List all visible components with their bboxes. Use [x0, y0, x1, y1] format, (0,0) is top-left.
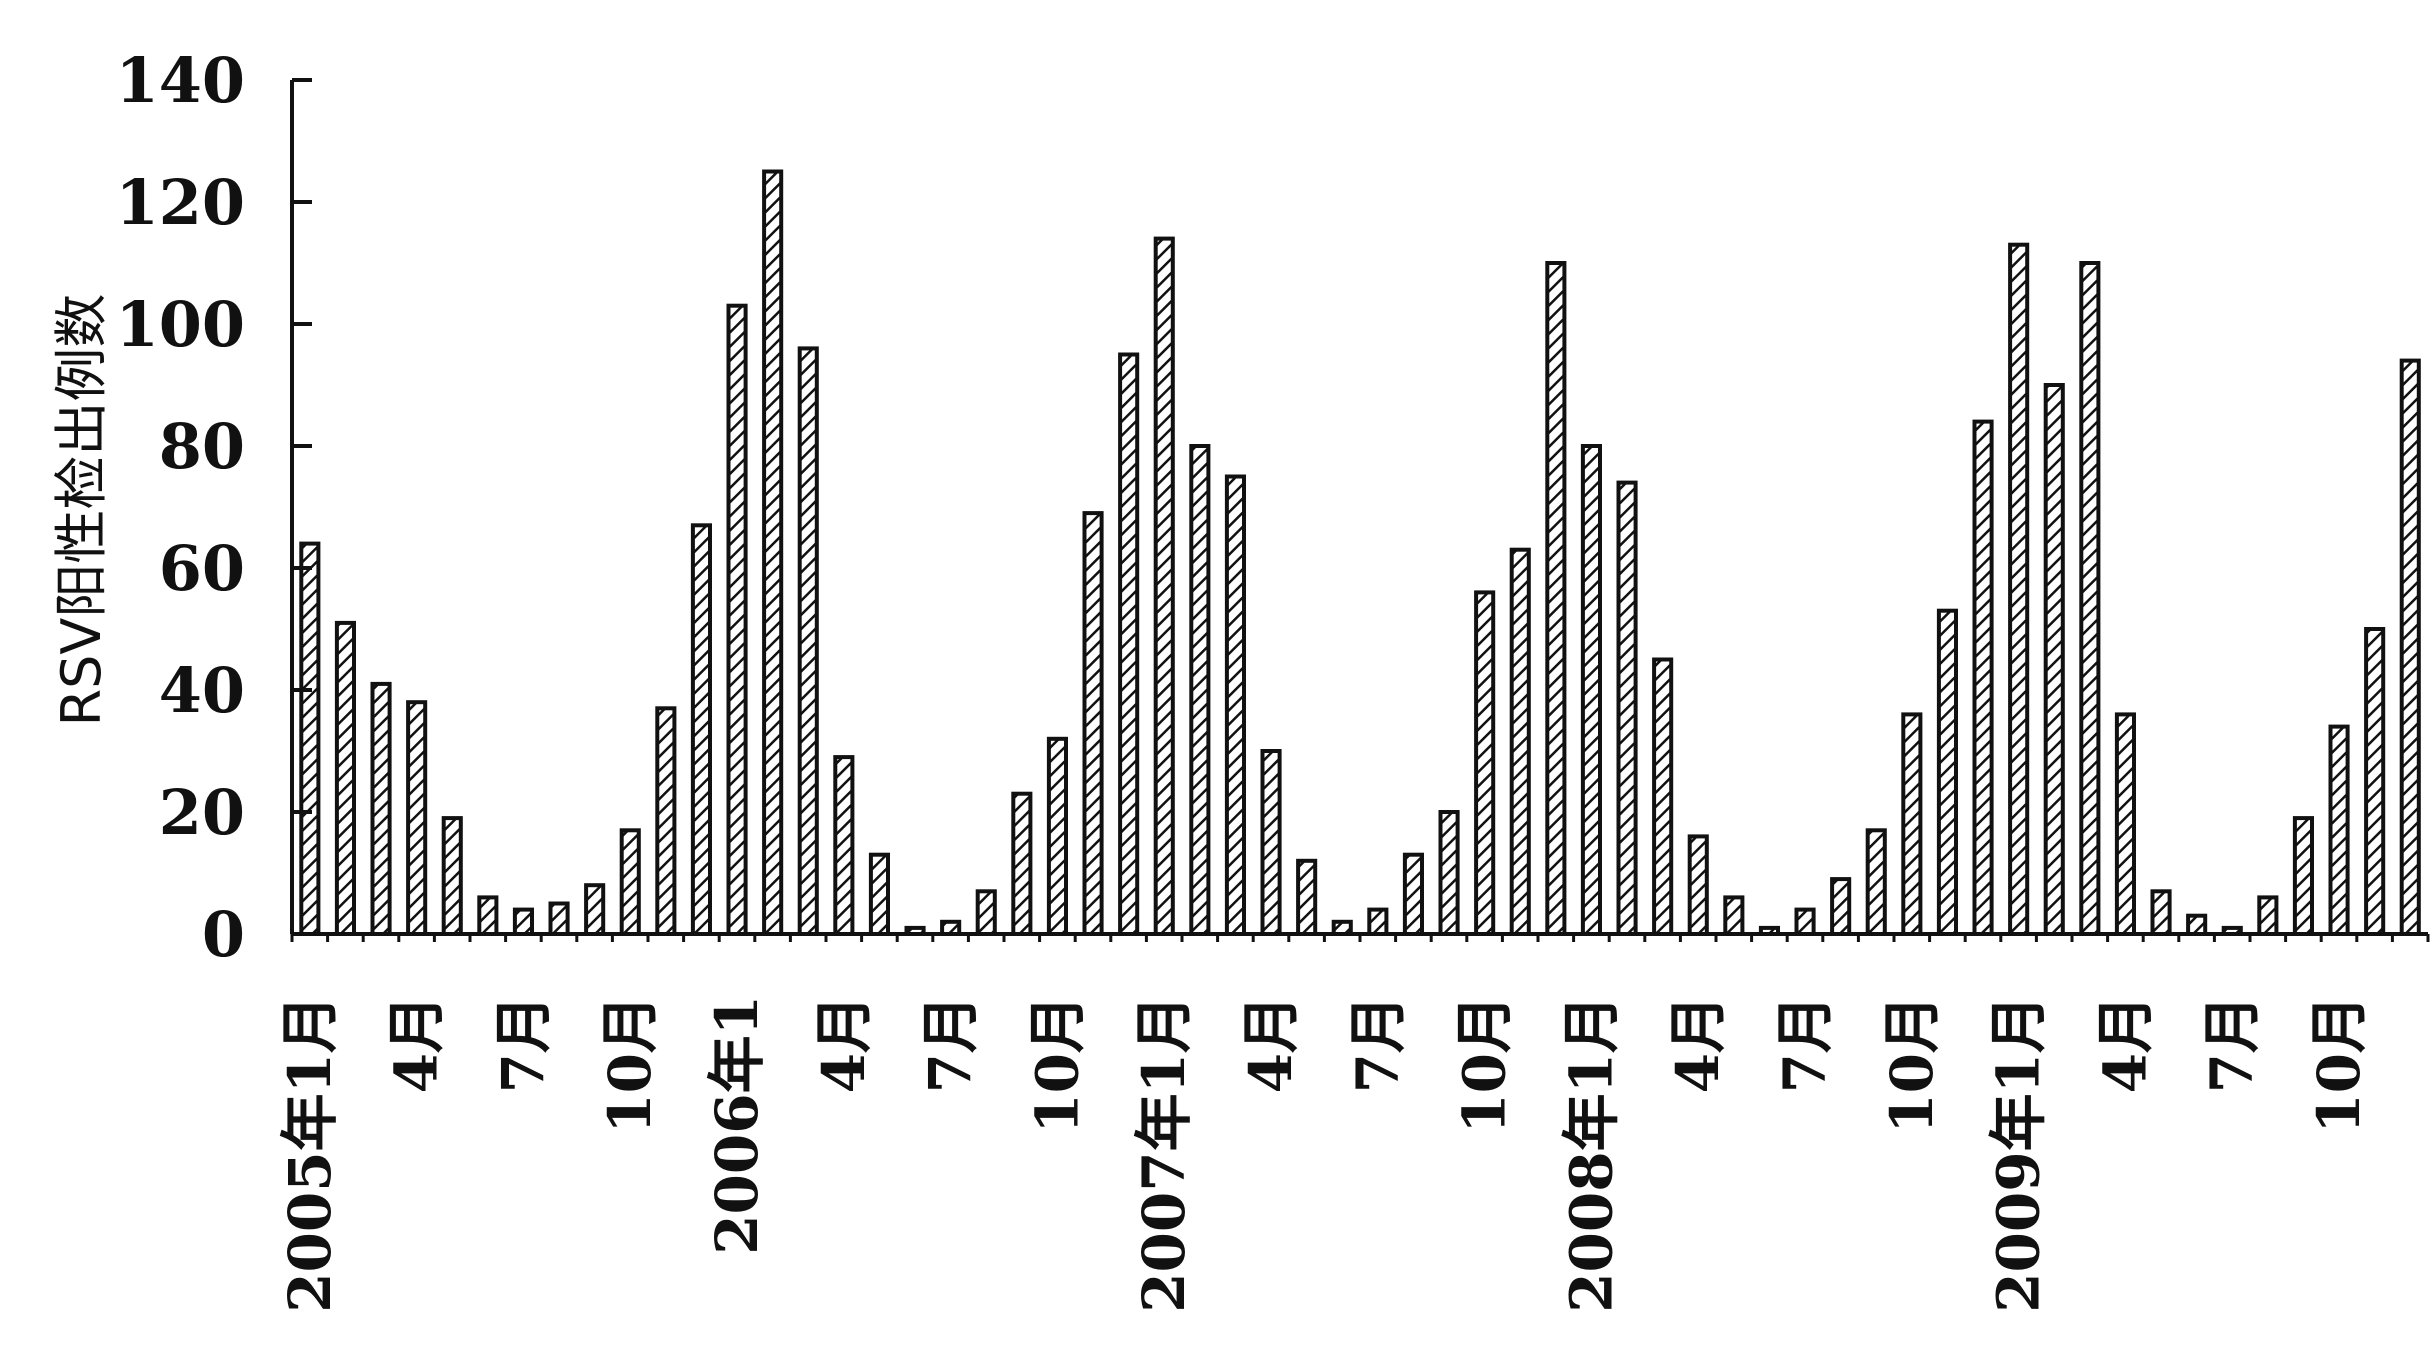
y-tick-label: 100: [116, 288, 245, 361]
x-tick-label: 2005年1月: [276, 995, 344, 1313]
bar-2005年7月: [512, 907, 535, 936]
bar-2008年11月: [1936, 608, 1959, 936]
x-tick-label: 4月: [1664, 995, 1732, 1093]
bar-2006年4月: [833, 755, 855, 936]
x-tick-label: 10月: [2305, 995, 2373, 1134]
bar-2009年3月: [2079, 261, 2101, 936]
bar-2005年5月: [441, 816, 463, 936]
x-tick-label: 10月: [596, 995, 664, 1134]
bar-2005年10月: [619, 828, 641, 936]
bar-2009年9月: [2292, 816, 2314, 936]
x-tick-label: 7月: [1344, 995, 1412, 1093]
y-tick-label: 80: [159, 410, 245, 483]
bar-2007年12月: [1545, 261, 1567, 936]
x-tick-label: 4月: [2091, 995, 2159, 1093]
bar-2007年5月: [1296, 858, 1318, 936]
x-tick-label: 10月: [1878, 995, 1946, 1134]
bar-2008年7月: [1794, 907, 1816, 936]
x-tick-label: 2009年1月: [1985, 995, 2053, 1313]
bar-2006年11月: [1082, 511, 1104, 936]
x-tick-label: 4月: [1237, 995, 1305, 1093]
x-tick-label: 2006年1: [703, 995, 771, 1255]
bar-2006年1月: [726, 303, 748, 936]
bar-2009年11月: [2364, 627, 2386, 936]
bar-2008年5月: [1723, 895, 1745, 937]
bar-2007年1月: [1153, 236, 1175, 937]
bar-2005年6月: [477, 895, 499, 937]
bar-2009年5月: [2150, 889, 2172, 936]
bar-2005年1月: [299, 541, 321, 936]
bar-2009年1月: [2008, 242, 2030, 936]
bar-2006年3月: [797, 346, 819, 936]
bar-2008年9月: [1865, 828, 1887, 936]
bar-2009年6月: [2186, 913, 2208, 937]
bar-2006年12月: [1118, 352, 1140, 936]
bar-2008年8月: [1830, 877, 1852, 936]
x-tick-label: 7月: [1771, 995, 1839, 1093]
bar-2008年4月: [1687, 834, 1709, 937]
bar-2005年3月: [370, 681, 392, 937]
x-tick-label: 7月: [917, 995, 985, 1093]
x-tick-label: 2008年1月: [1557, 995, 1625, 1313]
y-tick-label: 40: [159, 654, 245, 727]
y-tick-label: 20: [159, 776, 245, 849]
bar-2008年1月: [1580, 444, 1603, 936]
bar-2005年8月: [548, 901, 570, 936]
bar-2007年10月: [1474, 590, 1496, 937]
bar-2005年12月: [690, 523, 713, 936]
y-tick-label: 120: [116, 166, 245, 239]
x-tick-label: 7月: [2198, 995, 2266, 1093]
y-tick-label: 140: [116, 44, 245, 117]
y-axis-label: RSV阳性检出例数: [50, 294, 113, 727]
x-tick-label: 7月: [489, 995, 557, 1093]
bar-2007年7月: [1367, 907, 1389, 936]
bar-2009年8月: [2257, 895, 2279, 937]
bar-2006年8月: [975, 889, 997, 936]
bar-2008年10月: [1901, 712, 1923, 937]
bar-2009年4月: [2114, 712, 2136, 937]
bar-2008年12月: [1972, 419, 1994, 937]
bar-2006年10月: [1046, 736, 1069, 936]
bar-2009年10月: [2328, 724, 2350, 936]
bar-2007年3月: [1224, 474, 1247, 936]
bar-2008年2月: [1616, 480, 1638, 936]
x-tick-label: 10月: [1023, 995, 1091, 1134]
bar-2009年12月: [2399, 358, 2421, 937]
x-tick-label: 2007年1月: [1130, 995, 1198, 1313]
bar-2005年11月: [655, 706, 677, 936]
bar-2005年2月: [334, 620, 356, 937]
bar-2007年11月: [1509, 547, 1531, 936]
bar-2008年3月: [1652, 657, 1674, 936]
bar-2006年9月: [1011, 791, 1033, 937]
bar-2005年4月: [406, 700, 428, 937]
bar-2006年5月: [868, 852, 891, 937]
bar-2007年2月: [1189, 444, 1211, 936]
x-tick-label: 10月: [1451, 995, 1519, 1134]
bar-2007年8月: [1402, 852, 1425, 937]
bar-2006年2月: [762, 169, 784, 936]
y-tick-label: 60: [159, 532, 245, 605]
bar-2007年9月: [1438, 810, 1460, 936]
bar-2009年2月: [2043, 383, 2065, 936]
x-tick-label: 4月: [810, 995, 878, 1093]
x-tick-label: 4月: [383, 995, 451, 1093]
y-tick-label: 0: [202, 898, 245, 971]
bar-2005年9月: [584, 883, 606, 937]
bar-2007年4月: [1260, 749, 1282, 936]
